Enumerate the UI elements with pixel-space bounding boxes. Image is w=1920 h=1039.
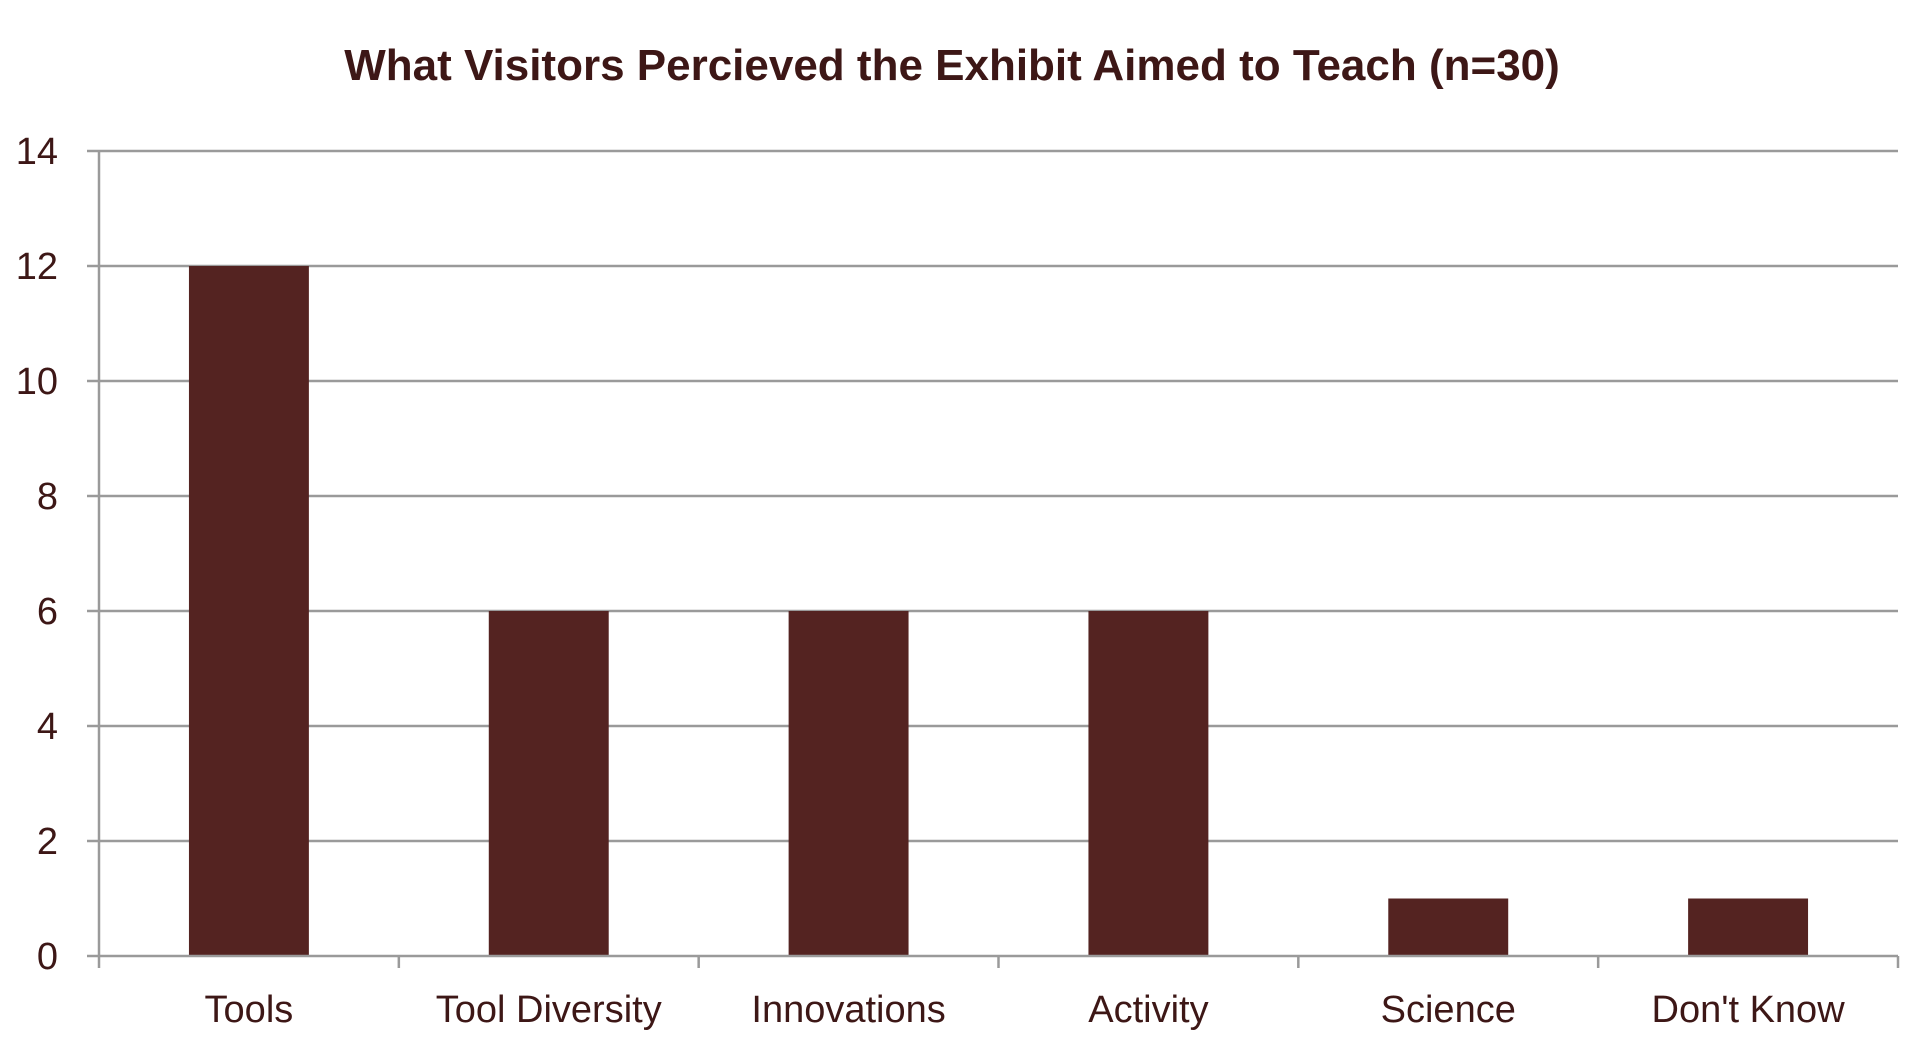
x-tick-label: Activity <box>1088 989 1208 1031</box>
y-tick-label: 4 <box>37 706 58 748</box>
x-tick-label: Tools <box>205 989 294 1031</box>
y-tick-label: 10 <box>16 361 58 403</box>
x-tick-label: Don't Know <box>1652 989 1846 1031</box>
bar <box>788 611 909 956</box>
chart-title: What Visitors Percieved the Exhibit Aime… <box>344 41 1560 90</box>
x-tick-label: Innovations <box>751 989 945 1031</box>
y-tick-label: 12 <box>16 246 58 288</box>
y-tick-label: 2 <box>37 821 58 863</box>
y-tick-label: 8 <box>37 476 58 518</box>
bar <box>488 611 609 956</box>
gridlines <box>99 149 1898 843</box>
bar <box>1688 898 1809 956</box>
y-tick-label: 0 <box>37 936 58 978</box>
x-tick-label: Science <box>1381 989 1516 1031</box>
x-tick-label: Tool Diversity <box>436 989 662 1031</box>
bar <box>1088 611 1209 956</box>
bar <box>1388 898 1509 956</box>
bars <box>188 266 1809 956</box>
bar <box>188 266 309 956</box>
axes: 0 2 4 6 8 10 12 14 Tools Tool Diversity Innovation… <box>16 131 1900 1031</box>
y-tick-label: 6 <box>37 591 58 633</box>
y-tick-label: 14 <box>16 131 58 173</box>
